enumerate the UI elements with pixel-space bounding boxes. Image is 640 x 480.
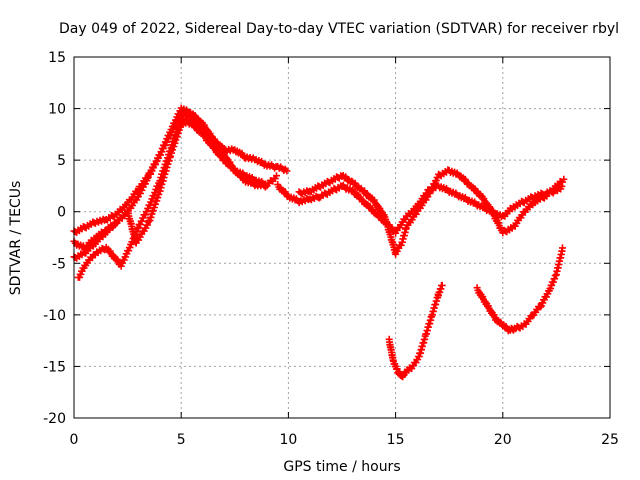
data-layer bbox=[70, 104, 568, 381]
plot-frame bbox=[73, 56, 611, 419]
series-trace-f bbox=[295, 166, 568, 258]
y-tick-label: 0 bbox=[57, 205, 66, 221]
y-tick-label: 10 bbox=[48, 102, 66, 118]
data-point-marks bbox=[70, 104, 269, 252]
data-point-marks bbox=[473, 244, 566, 335]
y-axis-label: SDTVAR / TECUs bbox=[8, 181, 24, 296]
y-tick-label: -20 bbox=[43, 411, 66, 427]
y-tick-label: -10 bbox=[43, 308, 66, 324]
y-tick-label: 5 bbox=[57, 153, 66, 169]
data-point-marks bbox=[385, 281, 446, 381]
x-tick-label: 0 bbox=[70, 432, 79, 448]
x-tick-label: 10 bbox=[279, 432, 297, 448]
ticks-layer: 0 5 10 15 20 25 -20 -15 -10 -5 0 5 10 15 bbox=[43, 50, 619, 448]
series-trace-b bbox=[70, 104, 269, 252]
series-trace-h bbox=[473, 244, 566, 335]
x-axis-label: GPS time / hours bbox=[283, 459, 400, 475]
x-tick-label: 25 bbox=[601, 432, 619, 448]
y-tick-label: -5 bbox=[52, 256, 66, 272]
x-tick-label: 15 bbox=[387, 432, 405, 448]
series-trace-g bbox=[385, 281, 446, 381]
x-tick-label: 5 bbox=[177, 432, 186, 448]
grid-layer bbox=[74, 57, 610, 418]
x-tick-label: 20 bbox=[494, 432, 512, 448]
y-tick-label: -15 bbox=[43, 359, 66, 375]
y-tick-label: 15 bbox=[48, 50, 66, 66]
chart-title: Day 049 of 2022, Sidereal Day-to-day VTE… bbox=[59, 21, 619, 37]
data-point-marks bbox=[295, 166, 568, 258]
